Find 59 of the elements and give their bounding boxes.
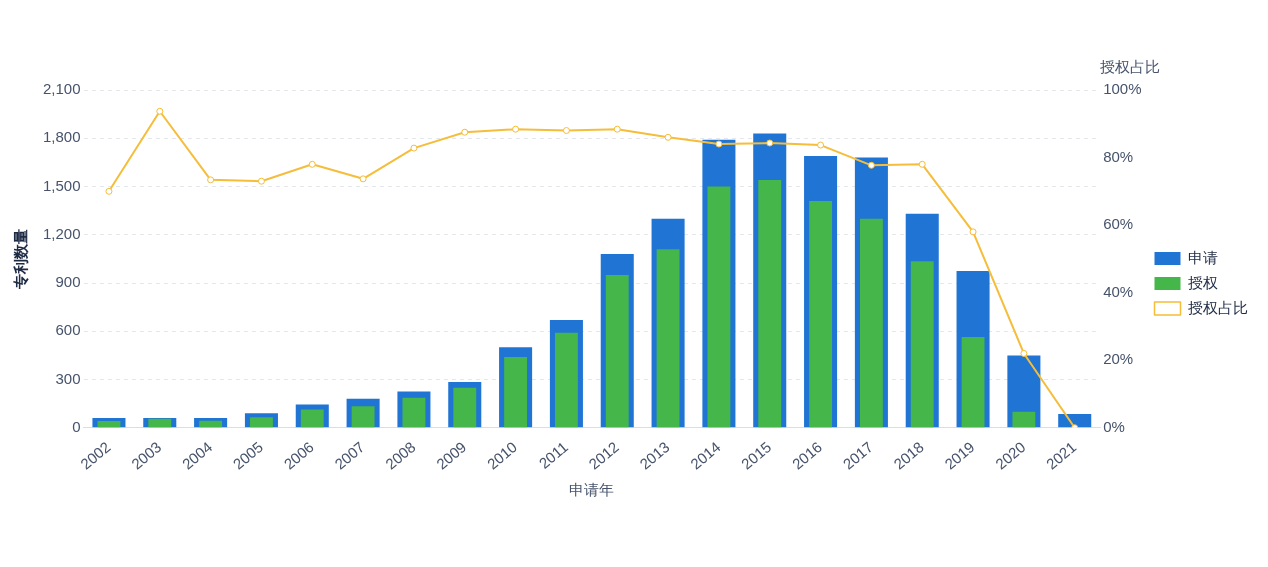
- bar: [1058, 414, 1092, 428]
- bar: [1012, 411, 1036, 428]
- y-tick-label: 300: [55, 369, 81, 387]
- bar: [910, 261, 934, 428]
- y-tick-label: 0: [72, 417, 81, 435]
- legend-label: 申请: [1188, 248, 1218, 266]
- bar: [453, 387, 477, 428]
- y2-tick-label: 40%: [1103, 282, 1134, 300]
- bar: [707, 186, 731, 428]
- point: [664, 133, 672, 141]
- point: [1020, 349, 1028, 357]
- bar: [859, 218, 883, 428]
- point: [918, 160, 926, 168]
- bar: [656, 249, 680, 428]
- point: [715, 140, 723, 148]
- point: [308, 160, 316, 168]
- y-tick-label: 1,800: [42, 128, 81, 146]
- y2-tick-label: 20%: [1103, 350, 1134, 368]
- point: [257, 177, 265, 185]
- bar: [250, 417, 273, 428]
- y2-tick-label: 100%: [1103, 80, 1142, 98]
- y2-tick-label: 0%: [1103, 417, 1125, 435]
- bar: [402, 397, 426, 428]
- point: [461, 128, 469, 136]
- y-tick-label: 1,200: [42, 224, 81, 242]
- bar: [300, 409, 324, 428]
- bar: [504, 356, 528, 428]
- y2-tick-label: 80%: [1103, 147, 1134, 165]
- x-axis-title: 申请年: [569, 481, 615, 500]
- y-tick-label: 600: [55, 321, 81, 339]
- point: [410, 144, 418, 152]
- point: [512, 125, 520, 133]
- bar: [758, 180, 782, 428]
- bar: [554, 332, 578, 428]
- bar: [199, 420, 223, 428]
- y-axis-title: 专利数量: [11, 228, 30, 290]
- bar: [351, 406, 375, 428]
- point: [105, 187, 113, 195]
- point: [156, 107, 164, 115]
- point: [613, 125, 621, 133]
- bar: [605, 274, 629, 428]
- point: [359, 175, 367, 183]
- y2-axis-title: 授权占比: [1100, 58, 1161, 77]
- legend-label: 授权占比: [1188, 298, 1248, 316]
- bar: [961, 336, 985, 428]
- y-tick-label: 900: [55, 273, 81, 291]
- point: [562, 127, 570, 135]
- point: [207, 176, 215, 184]
- point: [867, 161, 875, 169]
- bar: [148, 418, 172, 428]
- point: [766, 139, 774, 147]
- y-tick-label: 1,500: [42, 176, 81, 194]
- bar: [809, 200, 833, 428]
- bar: [97, 421, 121, 428]
- point: [969, 228, 977, 236]
- point: [817, 141, 825, 149]
- y2-tick-label: 60%: [1103, 215, 1134, 233]
- y-tick-label: 2,100: [42, 80, 81, 98]
- legend-label: 授权: [1188, 273, 1218, 291]
